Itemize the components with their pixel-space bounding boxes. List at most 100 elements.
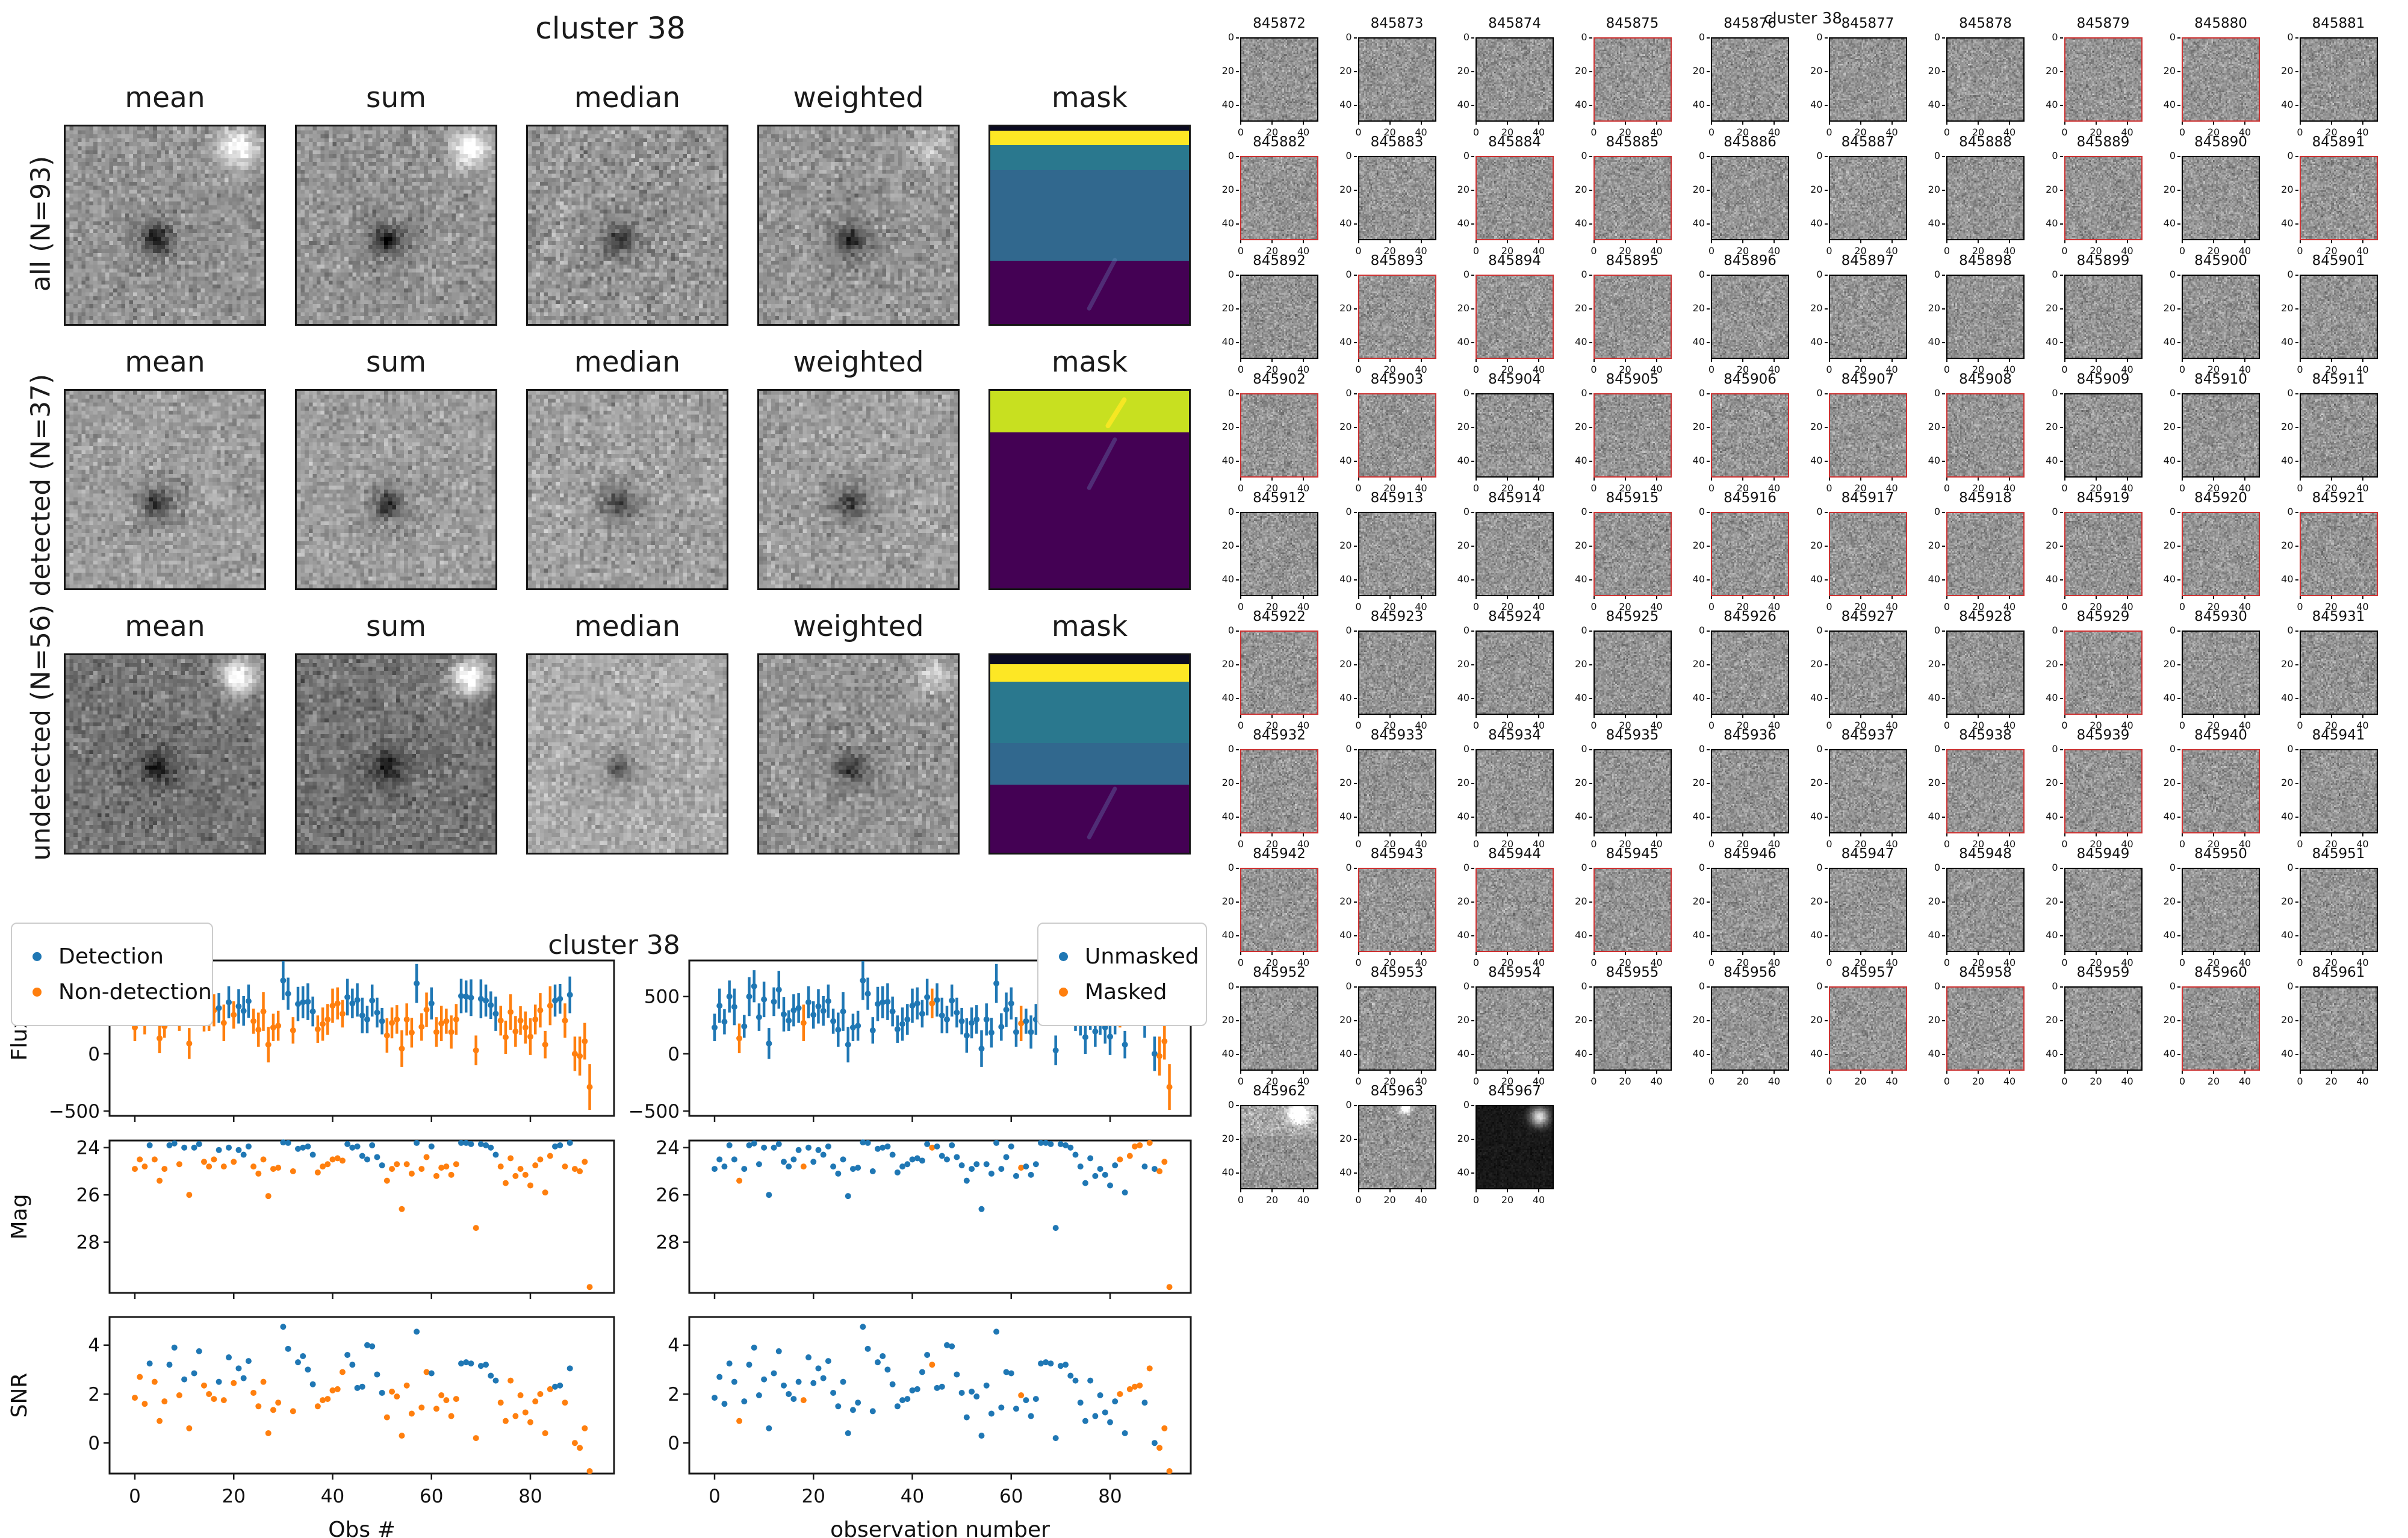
x-tick-mark: [1240, 1189, 1241, 1192]
y-tick-label: 0: [2287, 150, 2294, 161]
x-tick-label: 20: [2325, 720, 2338, 731]
x-tick-label: 0: [2297, 957, 2303, 968]
noise-stamp-canvas: [759, 655, 958, 853]
y-tick-mark: [1707, 393, 1710, 394]
y-tick-mark: [2059, 664, 2063, 665]
y-tick-mark: [1353, 105, 1357, 106]
noise-stamp-canvas: [2300, 276, 2377, 358]
y-tick-label: 20: [1810, 895, 1823, 907]
y-tick-label: 0: [1816, 269, 1823, 280]
noise-stamp-canvas: [1477, 1106, 1553, 1188]
y-tick-label: 20: [1692, 184, 1705, 195]
y-tick-label: 0: [1463, 1099, 1469, 1110]
column-header: mask: [1051, 610, 1128, 643]
x-tick-mark: [2126, 478, 2128, 481]
x-tick-mark: [1711, 952, 1712, 955]
x-tick-mark: [1389, 833, 1391, 836]
y-tick-label: 20: [1575, 421, 1587, 432]
y-tick-mark: [1824, 71, 1828, 72]
x-tick-mark: [1828, 1071, 1830, 1074]
thumbnail-id-label: 845877: [1841, 16, 1894, 31]
y-tick-mark: [1824, 546, 1828, 547]
y-tick-mark: [1471, 427, 1474, 428]
y-tick-mark: [1236, 630, 1239, 632]
thumbnail-id-label: 845920: [2194, 490, 2247, 506]
thumbnail-cell: [1593, 986, 1672, 1071]
x-tick-mark: [1240, 478, 1241, 481]
x-tick-mark: [1860, 596, 1861, 599]
x-tick-label: 0: [1708, 838, 1715, 850]
y-tick-mark: [1471, 190, 1474, 191]
y-tick-mark: [2295, 223, 2298, 225]
noise-stamp-canvas: [1241, 1106, 1317, 1188]
y-tick-mark: [1824, 935, 1828, 936]
x-tick-label: 20: [2207, 601, 2220, 612]
x-tick-mark: [1476, 359, 1477, 362]
noise-stamp-canvas: [2183, 988, 2259, 1069]
noise-stamp-canvas: [1712, 513, 1788, 595]
y-tick-mark: [1471, 1020, 1474, 1021]
y-tick-label: 20: [1457, 1133, 1469, 1144]
y-tick-mark: [1236, 427, 1239, 428]
thumbnail-id-label: 845913: [1370, 490, 1424, 506]
y-tick-mark: [2295, 546, 2298, 547]
x-tick-mark: [1538, 359, 1539, 362]
thumbnail-cell: [1711, 630, 1789, 715]
thumbnail-id-label: 845934: [1488, 727, 1541, 743]
thumbnail-cell: [1828, 156, 1907, 240]
y-tick-mark: [1236, 817, 1239, 818]
thumbnail-cell: [1476, 630, 1554, 715]
y-tick-label: 20: [2163, 421, 2176, 432]
mask-band: [990, 784, 1189, 853]
x-tick-label: 20: [1736, 1076, 1749, 1087]
x-tick-mark: [2213, 122, 2214, 125]
svg-text:0: 0: [88, 1044, 100, 1065]
x-tick-mark: [1773, 952, 1775, 955]
noise-stamp-canvas: [1712, 988, 1788, 1069]
x-tick-mark: [2182, 1071, 2183, 1074]
y-tick-label: 20: [1810, 777, 1823, 788]
y-tick-label: 40: [1339, 573, 1352, 585]
y-tick-label: 0: [1698, 980, 1705, 992]
y-tick-label: 0: [1345, 387, 1352, 399]
noise-stamp-canvas: [2183, 869, 2259, 951]
y-tick-mark: [1707, 1020, 1710, 1021]
thumbnail-cell: [1358, 630, 1436, 715]
x-tick-mark: [2064, 952, 2065, 955]
svg-text:0: 0: [668, 1044, 680, 1065]
y-tick-mark: [1589, 935, 1592, 936]
y-tick-mark: [2177, 783, 2180, 784]
svg-text:0: 0: [668, 1433, 680, 1454]
x-tick-mark: [2244, 122, 2245, 125]
x-tick-mark: [2213, 833, 2214, 836]
y-tick-label: 40: [1810, 336, 1823, 347]
x-tick-label: 20: [2090, 482, 2102, 494]
x-tick-label: 20: [1619, 957, 1631, 968]
x-tick-mark: [2126, 122, 2128, 125]
y-tick-label: 40: [1928, 336, 1940, 347]
thumbnail-id-label: 845936: [1724, 727, 1777, 743]
thumbnail-cell: [1946, 275, 2025, 359]
y-tick-mark: [2177, 1054, 2180, 1055]
y-tick-mark: [1824, 698, 1828, 699]
x-tick-label: 0: [1237, 1194, 1244, 1206]
noise-stamp-canvas: [2065, 394, 2141, 476]
y-tick-mark: [1236, 935, 1239, 936]
y-tick-mark: [1707, 512, 1710, 513]
x-tick-mark: [1711, 240, 1712, 243]
x-tick-mark: [1742, 596, 1743, 599]
x-tick-label: 40: [1415, 1194, 1427, 1206]
y-tick-label: 20: [1928, 658, 1940, 670]
x-tick-label: 20: [2090, 957, 2102, 968]
svg-text:Obs #: Obs #: [328, 1518, 396, 1538]
thumbnail-id-label: 845908: [1959, 372, 2012, 387]
thumbnail-cell: [1476, 393, 1554, 478]
x-tick-mark: [1303, 122, 1304, 125]
y-tick-label: 0: [1345, 1099, 1352, 1110]
y-tick-label: 0: [1698, 624, 1705, 636]
x-tick-mark: [2009, 833, 2010, 836]
y-tick-label: 20: [2046, 658, 2058, 670]
y-tick-label: 0: [1581, 269, 1587, 280]
noise-stamp-canvas: [1241, 869, 1317, 951]
y-tick-mark: [1236, 1054, 1239, 1055]
